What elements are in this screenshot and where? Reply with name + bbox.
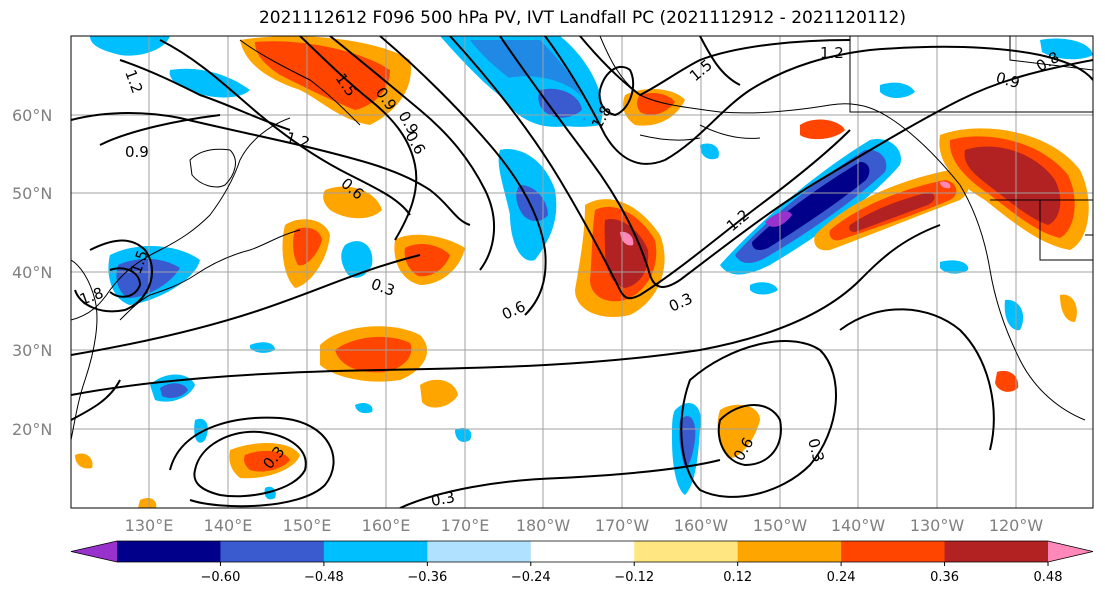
colorbar-tick-label: −0.12 — [614, 570, 654, 585]
coastlines — [71, 36, 1093, 441]
pv-anomaly-shading — [75, 36, 1093, 508]
lon-label: 160°W — [674, 516, 729, 535]
colorbar-tick-label: 0.48 — [1034, 570, 1063, 585]
contour-label: 0.9 — [994, 68, 1022, 92]
lon-label: 150°E — [283, 516, 332, 535]
pv-contours — [71, 36, 1093, 508]
lon-label: 180°W — [516, 516, 571, 535]
lon-label: 140°W — [831, 516, 886, 535]
colorbar-tick-label: −0.60 — [201, 570, 241, 585]
latitude-labels: 60°N 50°N 40°N 30°N 20°N — [12, 106, 52, 439]
longitude-labels: 130°E 140°E 150°E 160°E 170°E 180°W 170°… — [125, 516, 1044, 535]
contour-label: 0.9 — [125, 143, 149, 161]
colorbar-tick-label: −0.24 — [511, 570, 551, 585]
colorbar-tick-label: 0.12 — [723, 570, 752, 585]
colorbar-tick-label: −0.48 — [304, 570, 344, 585]
colorbar-segment — [117, 541, 221, 562]
graticule — [71, 36, 1093, 508]
map-frame — [70, 35, 1094, 509]
colorbar: −0.60 −0.48 −0.36 −0.24 −0.12 0.12 0.24 0.36 0.4… — [70, 540, 1094, 585]
colorbar-segment — [323, 541, 428, 562]
lat-label: 50°N — [12, 184, 52, 203]
lat-label: 30°N — [12, 341, 52, 360]
lon-label: 160°E — [362, 516, 411, 535]
colorbar-tick-label: −0.36 — [407, 570, 447, 585]
lon-label: 130°W — [910, 516, 965, 535]
colorbar-segment — [220, 541, 325, 562]
colorbar-segment — [737, 541, 842, 562]
lon-label: 130°E — [125, 516, 174, 535]
lon-label: 150°W — [753, 516, 808, 535]
lon-label: 140°E — [204, 516, 253, 535]
colorbar-segment — [530, 541, 635, 562]
colorbar-extend-min — [71, 541, 117, 562]
contour-label: 0.3 — [804, 436, 828, 464]
colorbar-tick-label: 0.36 — [930, 570, 959, 585]
lon-label: 170°W — [595, 516, 650, 535]
lon-label: 170°E — [441, 516, 490, 535]
contour-label: 1.2 — [820, 44, 844, 62]
contour-label: 0.3 — [430, 488, 457, 510]
colorbar-outline — [70, 540, 1094, 563]
colorbar-extend-max — [1048, 541, 1093, 562]
map-title: 2021112612 F096 500 hPa PV, IVT Landfall… — [258, 8, 906, 28]
lat-label: 40°N — [12, 263, 52, 282]
lon-label: 120°W — [989, 516, 1044, 535]
colorbar-segment — [427, 541, 532, 562]
lat-label: 20°N — [12, 420, 52, 439]
contour-label: 1.2 — [284, 128, 312, 152]
lat-label: 60°N — [12, 106, 52, 125]
colorbar-segment — [634, 541, 739, 562]
colorbar-tick-label: 0.24 — [827, 570, 856, 585]
colorbar-segment — [944, 541, 1049, 562]
colorbar-segment — [841, 541, 946, 562]
